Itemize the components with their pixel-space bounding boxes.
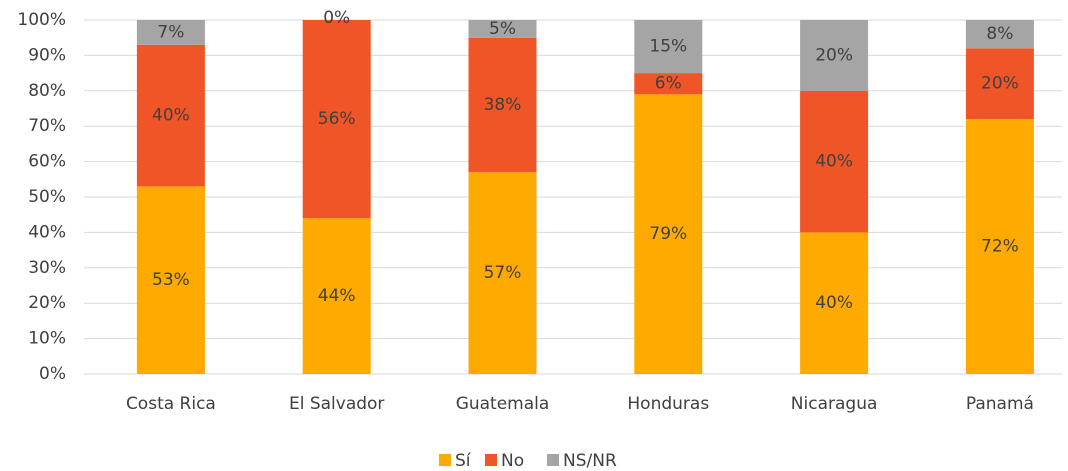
data-label: 72% bbox=[981, 237, 1019, 257]
bar-segment bbox=[468, 37, 537, 173]
bar-segment bbox=[468, 172, 537, 374]
data-label: 7% bbox=[157, 22, 184, 42]
bar-segment bbox=[965, 20, 1034, 49]
bar-segment bbox=[965, 119, 1034, 375]
bar-segment bbox=[965, 48, 1034, 120]
data-label: 5% bbox=[489, 19, 516, 39]
legend-swatch bbox=[439, 454, 451, 466]
bar-segment bbox=[136, 44, 205, 187]
data-label: 79% bbox=[649, 224, 687, 244]
data-label: 40% bbox=[152, 106, 190, 126]
legend-swatch bbox=[485, 454, 497, 466]
bar-segment bbox=[136, 186, 205, 374]
legend-label: NS/NR bbox=[563, 451, 617, 471]
data-label: 56% bbox=[318, 109, 356, 129]
bar-segment bbox=[136, 20, 205, 45]
y-tick-label: 30% bbox=[28, 258, 66, 278]
data-label: 38% bbox=[484, 95, 522, 115]
bar-segment bbox=[468, 20, 537, 38]
data-label: 44% bbox=[318, 286, 356, 306]
data-label: 40% bbox=[815, 293, 853, 313]
bar-segment bbox=[800, 20, 869, 91]
y-tick-label: 0% bbox=[39, 364, 66, 384]
data-label: 53% bbox=[152, 270, 190, 290]
data-label: 20% bbox=[815, 45, 853, 65]
bar-segment bbox=[302, 218, 371, 374]
y-tick-label: 90% bbox=[28, 45, 66, 65]
x-tick-label: Guatemala bbox=[456, 394, 550, 414]
bar-segment bbox=[302, 20, 371, 219]
bar-segment bbox=[800, 232, 869, 374]
y-tick-label: 60% bbox=[28, 152, 66, 172]
y-tick-label: 80% bbox=[28, 81, 66, 101]
x-tick-label: Panamá bbox=[966, 394, 1034, 414]
y-tick-label: 10% bbox=[28, 329, 66, 349]
y-tick-label: 20% bbox=[28, 293, 66, 313]
x-tick-label: Nicaragua bbox=[791, 394, 878, 414]
data-label: 20% bbox=[981, 74, 1019, 94]
data-label: 6% bbox=[655, 74, 682, 94]
bar-segment bbox=[634, 94, 703, 374]
bar-segment bbox=[800, 90, 869, 233]
x-tick-label: Honduras bbox=[627, 394, 709, 414]
bar-segment bbox=[634, 73, 703, 95]
data-label: 40% bbox=[815, 152, 853, 172]
y-tick-label: 100% bbox=[17, 10, 66, 30]
data-label: 15% bbox=[649, 37, 687, 57]
y-tick-label: 70% bbox=[28, 116, 66, 136]
data-label: 8% bbox=[986, 24, 1013, 44]
y-tick-label: 40% bbox=[28, 222, 66, 242]
legend-swatch bbox=[547, 454, 559, 466]
data-label: 57% bbox=[484, 263, 522, 283]
bar-segment bbox=[634, 20, 703, 74]
legend-label: No bbox=[501, 451, 524, 471]
x-tick-label: El Salvador bbox=[289, 394, 384, 414]
data-label: 0% bbox=[323, 8, 350, 28]
legend-label: Sí bbox=[455, 451, 472, 471]
x-tick-label: Costa Rica bbox=[126, 394, 216, 414]
y-tick-label: 50% bbox=[28, 187, 66, 207]
